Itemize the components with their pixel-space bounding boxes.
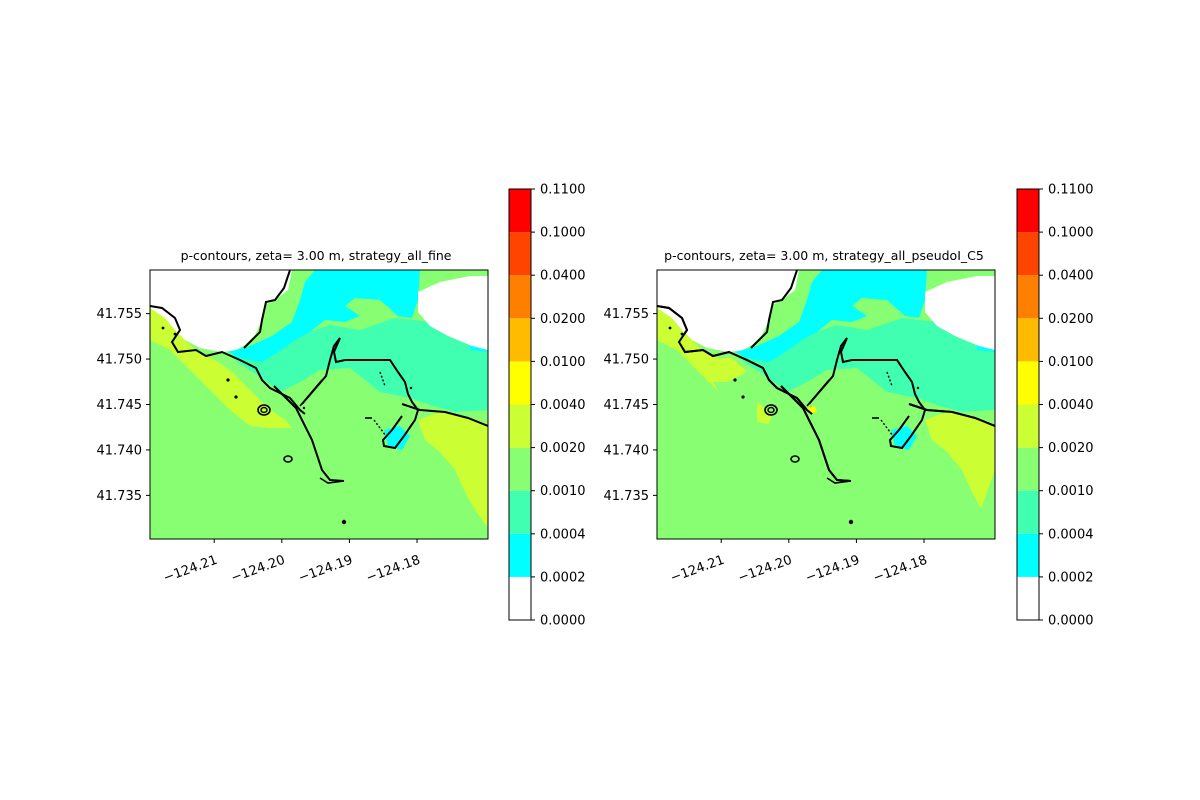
y-tick-label: 41.735 bbox=[604, 489, 650, 504]
panel-a: p-contours, zeta= 3.00 m, strategy_all_f… bbox=[97, 183, 586, 629]
colorbar-label: 0.0002 bbox=[540, 570, 586, 585]
colorbar-band bbox=[1017, 447, 1039, 491]
y-tick-label: 41.745 bbox=[604, 398, 650, 413]
x-tick-label: −124.20 bbox=[229, 553, 287, 586]
colorbar-band bbox=[1017, 318, 1039, 362]
colorbar-band bbox=[509, 361, 531, 405]
colorbar-band bbox=[509, 232, 531, 276]
colorbar-label: 0.0200 bbox=[540, 312, 586, 327]
panel-b-map bbox=[657, 270, 995, 539]
y-tick-label: 41.740 bbox=[97, 443, 143, 458]
colorbar-label: 0.0000 bbox=[540, 614, 586, 629]
x-tick-label: −124.18 bbox=[871, 553, 929, 586]
colorbar-label: 0.0000 bbox=[1048, 614, 1094, 629]
colorbar-label: 0.0400 bbox=[1048, 269, 1094, 284]
y-tick-label: 41.735 bbox=[97, 489, 143, 504]
y-tick-label: 41.750 bbox=[97, 353, 143, 368]
colorbar-label: 0.1100 bbox=[540, 183, 586, 198]
colorbar-label: 0.0100 bbox=[1048, 355, 1094, 370]
colorbar-band bbox=[509, 533, 531, 577]
colorbar-label: 0.0040 bbox=[540, 398, 586, 413]
colorbar-band bbox=[509, 447, 531, 491]
colorbar-label: 0.0200 bbox=[1048, 312, 1094, 327]
colorbar-label: 0.0010 bbox=[540, 484, 586, 499]
colorbar-band bbox=[509, 490, 531, 534]
colorbar-label: 0.1000 bbox=[1048, 226, 1094, 241]
colorbar-band bbox=[1017, 404, 1039, 448]
x-tick-label: −124.19 bbox=[297, 553, 355, 586]
colorbar-band bbox=[1017, 576, 1039, 620]
colorbar-band bbox=[509, 318, 531, 362]
x-tick-label: −124.21 bbox=[668, 553, 726, 586]
colorbar-band bbox=[1017, 189, 1039, 233]
y-tick-label: 41.750 bbox=[604, 353, 650, 368]
colorbar-band bbox=[509, 576, 531, 620]
x-tick-label: −124.20 bbox=[736, 553, 794, 586]
colorbar-label: 0.1000 bbox=[540, 226, 586, 241]
colorbar-band bbox=[509, 189, 531, 233]
colorbar-label: 0.1100 bbox=[1048, 183, 1094, 198]
panel-a-map bbox=[150, 270, 488, 539]
colorbar-label: 0.0400 bbox=[540, 269, 586, 284]
colorbar-band bbox=[509, 404, 531, 448]
colorbar-band bbox=[1017, 361, 1039, 405]
colorbar-label: 0.0010 bbox=[1048, 484, 1094, 499]
colorbar-label: 0.0020 bbox=[540, 441, 586, 456]
colorbar-band bbox=[1017, 533, 1039, 577]
panel-a-colorbar: 0.0000 0.0002 0.0004 0.0010 0.0020 0.0040 0.01… bbox=[508, 183, 586, 629]
x-tick-label: −124.21 bbox=[161, 553, 219, 586]
panel-b-title: p-contours, zeta= 3.00 m, strategy_all_p… bbox=[664, 248, 984, 263]
panel-a-title: p-contours, zeta= 3.00 m, strategy_all_f… bbox=[181, 248, 452, 263]
y-tick-label: 41.755 bbox=[97, 307, 143, 322]
colorbar-label: 0.0004 bbox=[540, 527, 586, 542]
panel-b-colorbar: 0.0000 0.0002 0.0004 0.0010 0.0020 0.0040 0.01… bbox=[1016, 183, 1094, 629]
y-tick-label: 41.755 bbox=[604, 307, 650, 322]
y-tick-label: 41.740 bbox=[604, 443, 650, 458]
panel-b: p-contours, zeta= 3.00 m, strategy_all_p… bbox=[604, 183, 1094, 629]
colorbar-label: 0.0040 bbox=[1048, 398, 1094, 413]
x-tick-label: −124.19 bbox=[804, 553, 862, 586]
colorbar-band bbox=[509, 275, 531, 319]
colorbar-label: 0.0100 bbox=[540, 355, 586, 370]
y-tick-label: 41.745 bbox=[97, 398, 143, 413]
colorbar-band bbox=[1017, 275, 1039, 319]
colorbar-label: 0.0002 bbox=[1048, 570, 1094, 585]
x-tick-label: −124.18 bbox=[364, 553, 422, 586]
colorbar-label: 0.0020 bbox=[1048, 441, 1094, 456]
colorbar-label: 0.0004 bbox=[1048, 527, 1094, 542]
colorbar-band bbox=[1017, 232, 1039, 276]
colorbar-band bbox=[1017, 490, 1039, 534]
